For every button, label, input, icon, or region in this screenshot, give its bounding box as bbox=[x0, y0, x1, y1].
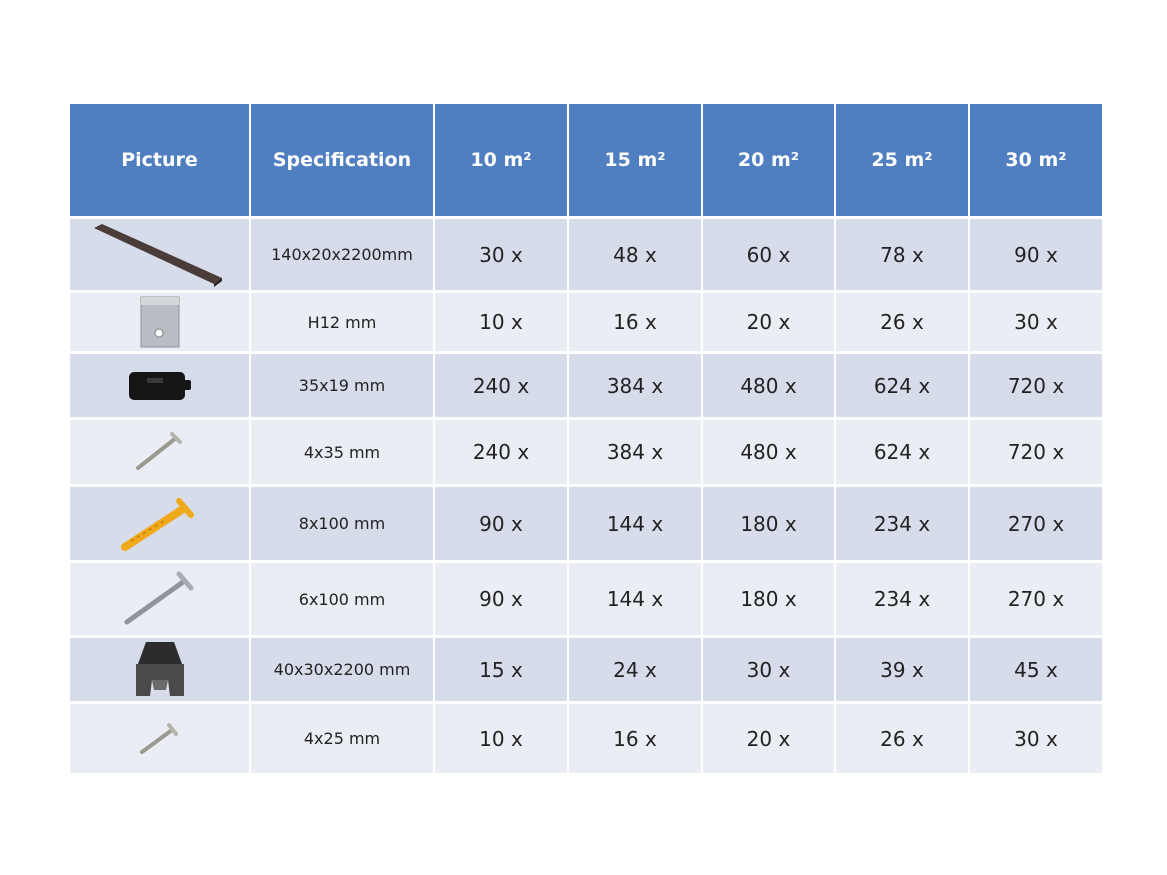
header-picture: Picture bbox=[70, 104, 249, 216]
qty-cell: 20 x bbox=[703, 704, 834, 773]
qty-cell: 45 x bbox=[970, 638, 1102, 701]
qty-cell: 26 x bbox=[836, 293, 968, 351]
qty-cell: 16 x bbox=[569, 293, 701, 351]
picture-cell bbox=[70, 563, 249, 635]
qty-cell: 240 x bbox=[435, 420, 567, 484]
qty-cell: 30 x bbox=[970, 293, 1102, 351]
header-area-20: 20 m² bbox=[703, 104, 834, 216]
qty-cell: 15 x bbox=[435, 638, 567, 701]
qty-cell: 624 x bbox=[836, 354, 968, 417]
header-area-25: 25 m² bbox=[836, 104, 968, 216]
qty-cell: 180 x bbox=[703, 487, 834, 560]
qty-cell: 480 x bbox=[703, 420, 834, 484]
long-screw-icon bbox=[124, 571, 193, 625]
picture-cell bbox=[70, 354, 249, 417]
spec-cell: 6x100 mm bbox=[251, 563, 433, 635]
qty-cell: 384 x bbox=[569, 354, 701, 417]
spec-cell: 4x25 mm bbox=[251, 704, 433, 773]
qty-cell: 90 x bbox=[435, 563, 567, 635]
decking-board-icon bbox=[93, 223, 222, 287]
qty-cell: 16 x bbox=[569, 704, 701, 773]
qty-cell: 234 x bbox=[836, 487, 968, 560]
qty-cell: 10 x bbox=[435, 704, 567, 773]
small-screw-icon bbox=[139, 722, 178, 754]
qty-cell: 384 x bbox=[569, 420, 701, 484]
qty-cell: 39 x bbox=[836, 638, 968, 701]
qty-cell: 30 x bbox=[703, 638, 834, 701]
qty-cell: 720 x bbox=[970, 420, 1102, 484]
spec-cell: 140x20x2200mm bbox=[251, 219, 433, 290]
spec-cell: 8x100 mm bbox=[251, 487, 433, 560]
qty-cell: 624 x bbox=[836, 420, 968, 484]
spec-cell: 35x19 mm bbox=[251, 354, 433, 417]
picture-cell bbox=[70, 219, 249, 290]
qty-cell: 48 x bbox=[569, 219, 701, 290]
spec-cell: 40x30x2200 mm bbox=[251, 638, 433, 701]
picture-cell bbox=[70, 293, 249, 351]
header-specification: Specification bbox=[251, 104, 433, 216]
picture-cell bbox=[70, 487, 249, 560]
header-area-15: 15 m² bbox=[569, 104, 701, 216]
header-area-10: 10 m² bbox=[435, 104, 567, 216]
qty-cell: 20 x bbox=[703, 293, 834, 351]
plastic-clip-icon bbox=[128, 371, 191, 400]
qty-cell: 180 x bbox=[703, 563, 834, 635]
qty-cell: 240 x bbox=[435, 354, 567, 417]
material-table: Picture Specification 10 m² 15 m² 20 m² … bbox=[70, 104, 1102, 773]
picture-cell bbox=[70, 638, 249, 701]
picture-cell bbox=[70, 420, 249, 484]
joist-profile-icon bbox=[135, 641, 184, 696]
spec-cell: 4x35 mm bbox=[251, 420, 433, 484]
wall-plug-icon bbox=[120, 497, 194, 551]
qty-cell: 10 x bbox=[435, 293, 567, 351]
picture-cell bbox=[70, 704, 249, 773]
qty-cell: 90 x bbox=[970, 219, 1102, 290]
qty-cell: 24 x bbox=[569, 638, 701, 701]
qty-cell: 30 x bbox=[970, 704, 1102, 773]
qty-cell: 90 x bbox=[435, 487, 567, 560]
qty-cell: 270 x bbox=[970, 563, 1102, 635]
qty-cell: 144 x bbox=[569, 563, 701, 635]
qty-cell: 234 x bbox=[836, 563, 968, 635]
qty-cell: 78 x bbox=[836, 219, 968, 290]
qty-cell: 480 x bbox=[703, 354, 834, 417]
qty-cell: 30 x bbox=[435, 219, 567, 290]
qty-cell: 60 x bbox=[703, 219, 834, 290]
header-area-30: 30 m² bbox=[970, 104, 1102, 216]
qty-cell: 26 x bbox=[836, 704, 968, 773]
qty-cell: 144 x bbox=[569, 487, 701, 560]
screw-icon bbox=[135, 432, 182, 470]
qty-cell: 720 x bbox=[970, 354, 1102, 417]
spec-cell: H12 mm bbox=[251, 293, 433, 351]
metal-clip-icon bbox=[140, 296, 179, 348]
qty-cell: 270 x bbox=[970, 487, 1102, 560]
